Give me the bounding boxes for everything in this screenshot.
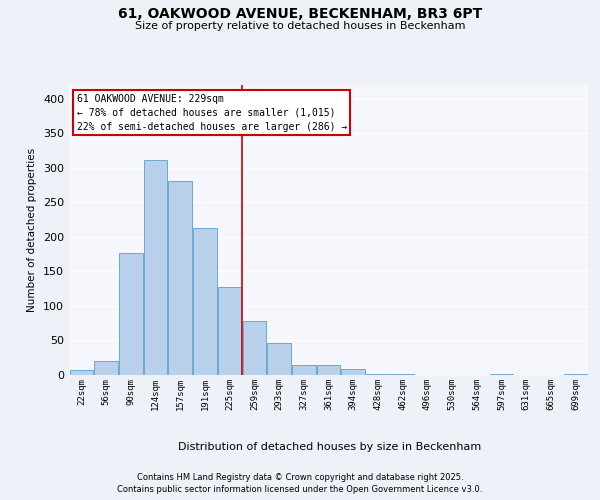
Bar	[193, 228, 217, 375]
Bar	[169, 181, 192, 375]
Text: Contains HM Land Registry data © Crown copyright and database right 2025.: Contains HM Land Registry data © Crown c…	[137, 472, 463, 482]
Bar	[391, 374, 415, 375]
Y-axis label: Number of detached properties: Number of detached properties	[28, 148, 37, 312]
Bar	[564, 374, 587, 375]
Bar	[119, 253, 143, 375]
Bar	[366, 374, 389, 375]
Bar	[70, 370, 93, 375]
Text: Contains public sector information licensed under the Open Government Licence v3: Contains public sector information licen…	[118, 485, 482, 494]
Text: Distribution of detached houses by size in Beckenham: Distribution of detached houses by size …	[178, 442, 482, 452]
Text: 61, OAKWOOD AVENUE, BECKENHAM, BR3 6PT: 61, OAKWOOD AVENUE, BECKENHAM, BR3 6PT	[118, 8, 482, 22]
Bar	[292, 364, 316, 375]
Bar	[218, 288, 241, 375]
Bar	[317, 364, 340, 375]
Bar	[94, 360, 118, 375]
Text: Size of property relative to detached houses in Beckenham: Size of property relative to detached ho…	[135, 21, 465, 31]
Bar	[144, 160, 167, 375]
Bar	[268, 342, 291, 375]
Bar	[341, 369, 365, 375]
Bar	[490, 374, 513, 375]
Bar	[242, 321, 266, 375]
Text: 61 OAKWOOD AVENUE: 229sqm
← 78% of detached houses are smaller (1,015)
22% of se: 61 OAKWOOD AVENUE: 229sqm ← 78% of detac…	[77, 94, 347, 132]
